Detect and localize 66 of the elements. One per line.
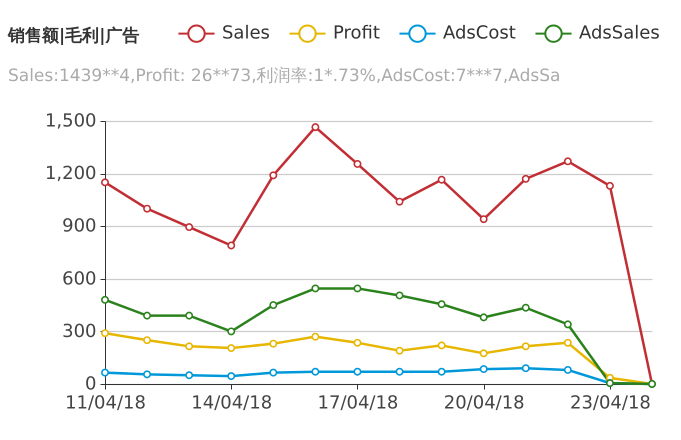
x-tick-label: 11/04/18 bbox=[65, 392, 146, 414]
point bbox=[143, 336, 152, 344]
y-tick-label: 300 bbox=[62, 320, 96, 342]
point bbox=[311, 123, 320, 132]
x-tick-label: 14/04/18 bbox=[191, 392, 272, 414]
point bbox=[227, 372, 236, 380]
point bbox=[143, 370, 152, 378]
legend-label: AdsCost bbox=[443, 22, 516, 44]
point bbox=[564, 157, 572, 166]
point bbox=[522, 304, 530, 312]
point bbox=[227, 327, 236, 336]
point bbox=[311, 368, 320, 376]
point bbox=[101, 178, 109, 186]
point bbox=[227, 344, 236, 352]
point bbox=[396, 368, 404, 376]
point bbox=[396, 198, 404, 206]
legend-label: AdsSales bbox=[579, 22, 660, 44]
point bbox=[185, 371, 194, 380]
point bbox=[227, 242, 236, 250]
y-tick-label: 600 bbox=[62, 268, 96, 290]
point bbox=[522, 342, 530, 350]
point bbox=[438, 300, 446, 308]
point bbox=[480, 215, 488, 224]
point bbox=[185, 312, 194, 320]
point bbox=[269, 368, 278, 377]
point bbox=[143, 312, 152, 320]
point bbox=[354, 284, 362, 292]
point bbox=[606, 182, 614, 190]
point bbox=[143, 204, 152, 213]
point bbox=[438, 341, 446, 350]
point bbox=[311, 332, 320, 341]
point bbox=[564, 338, 572, 347]
point bbox=[185, 223, 194, 232]
point bbox=[480, 365, 488, 374]
point bbox=[396, 346, 404, 355]
point bbox=[522, 174, 530, 183]
point bbox=[101, 368, 109, 377]
point bbox=[480, 349, 488, 358]
chart-title: 销售额|毛利|广告 bbox=[8, 25, 140, 47]
legend-label: Profit bbox=[333, 22, 380, 44]
point bbox=[354, 338, 362, 347]
point bbox=[438, 176, 446, 184]
point bbox=[269, 171, 278, 180]
point bbox=[185, 342, 194, 350]
x-tick-label: 23/04/18 bbox=[570, 392, 651, 414]
point bbox=[101, 296, 109, 304]
point bbox=[522, 364, 530, 372]
point bbox=[396, 292, 404, 300]
point bbox=[438, 368, 446, 376]
legend-label: Sales bbox=[222, 22, 270, 44]
point bbox=[354, 368, 362, 376]
y-tick-label: 900 bbox=[62, 216, 96, 237]
y-tick-label: 1,500 bbox=[44, 110, 96, 132]
chart-subtitle: Sales:1439**4,Profit: 26**73,利润率:1*.73%,AdsCost:7***7,AdsSa bbox=[8, 65, 560, 87]
point bbox=[480, 313, 488, 322]
point bbox=[269, 340, 278, 348]
point bbox=[269, 301, 278, 310]
x-tick-label: 20/04/18 bbox=[444, 392, 525, 414]
point bbox=[354, 160, 362, 168]
point bbox=[311, 284, 320, 292]
y-tick-label: 1,200 bbox=[44, 163, 96, 184]
point bbox=[101, 329, 109, 338]
y-tick-label: 0 bbox=[85, 374, 96, 394]
point bbox=[564, 366, 572, 374]
x-tick-label: 17/04/18 bbox=[318, 392, 398, 414]
point bbox=[564, 320, 572, 328]
